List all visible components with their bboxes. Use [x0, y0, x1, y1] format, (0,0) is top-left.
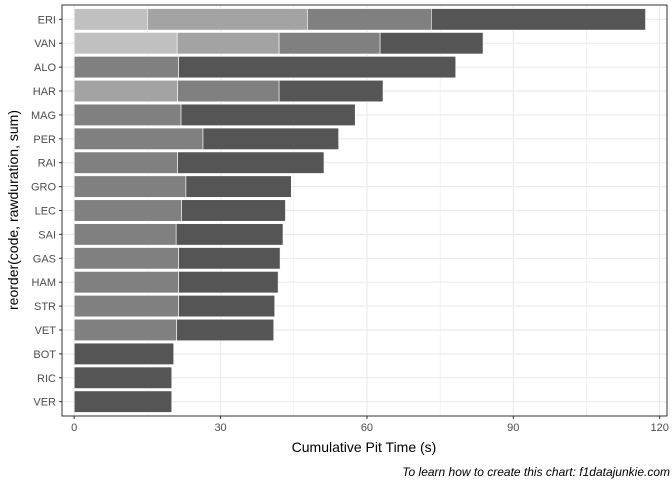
bar-segment — [178, 295, 276, 318]
y-tick-label: STR — [34, 301, 56, 313]
bar-segment — [202, 127, 339, 150]
bar-segment — [73, 151, 178, 174]
y-tick-label: RAI — [38, 158, 56, 170]
y-tick-label: VAN — [34, 38, 56, 50]
bar-segment — [73, 247, 179, 270]
bar-segment — [176, 32, 280, 55]
x-tick-label: 0 — [71, 422, 77, 434]
bar-segment — [175, 223, 284, 246]
x-tick-label: 90 — [507, 422, 519, 434]
bar-segment — [177, 151, 325, 174]
bar-segment — [73, 32, 178, 55]
x-tick-label: 120 — [651, 422, 669, 434]
bar-segment — [185, 175, 292, 198]
bar-segment — [180, 103, 356, 126]
bar-segment — [73, 271, 179, 294]
bar-segment — [73, 295, 179, 318]
bar-segment — [181, 199, 286, 222]
y-tick-label: GAS — [33, 253, 56, 265]
y-tick-label: ALO — [34, 62, 56, 74]
bar-segment — [73, 223, 177, 246]
bar-segment — [73, 175, 187, 198]
y-tick-label: MAG — [31, 110, 56, 122]
bar-segment — [73, 79, 178, 103]
bar-segment — [431, 8, 646, 31]
bar-segment — [178, 247, 281, 270]
bar-segment — [73, 199, 182, 222]
y-tick-label: ERI — [38, 14, 56, 26]
x-tick-label: 30 — [214, 422, 226, 434]
bar-segment — [147, 8, 308, 31]
y-tick-label: RIC — [37, 373, 56, 385]
y-tick-label: VET — [35, 325, 57, 337]
bars — [73, 8, 646, 413]
bar-segment — [176, 318, 275, 342]
y-tick-label: PER — [33, 134, 56, 146]
y-tick-label: LEC — [35, 206, 56, 218]
x-axis-title: Cumulative Pit Time (s) — [292, 439, 437, 455]
bar-segment — [73, 8, 148, 31]
y-tick-label: BOT — [33, 349, 56, 361]
bar-segment — [177, 79, 280, 103]
bar-segment — [178, 271, 279, 294]
y-tick-label: SAI — [38, 229, 56, 241]
y-axis-title: reorder(code, rawduration, sum) — [5, 110, 21, 310]
bar-segment — [73, 318, 177, 342]
bar-segment — [73, 103, 182, 126]
bar-segment — [178, 56, 457, 79]
bar-segment — [278, 79, 384, 103]
x-tick-label: 60 — [361, 422, 373, 434]
x-axis: 0 30 60 90 120 — [71, 416, 669, 434]
bar-segment — [73, 56, 179, 79]
y-tick-label: HAM — [32, 277, 56, 289]
y-tick-label: GRO — [31, 182, 57, 194]
y-tick-label: VER — [33, 397, 56, 409]
bar-segment — [307, 8, 432, 31]
bar-segment — [379, 32, 484, 55]
bar-segment — [73, 390, 173, 413]
bar-segment — [278, 32, 381, 55]
chart-caption: To learn how to create this chart: f1dat… — [402, 465, 670, 479]
bar-segment — [73, 342, 175, 365]
y-tick-label: HAR — [33, 86, 56, 98]
bar-segment — [73, 127, 204, 150]
y-axis: ERI VAN ALO HAR MAG PER RAI GRO LEC SAI GAS HAM STR V… — [31, 14, 62, 409]
bar-segment — [73, 366, 173, 389]
